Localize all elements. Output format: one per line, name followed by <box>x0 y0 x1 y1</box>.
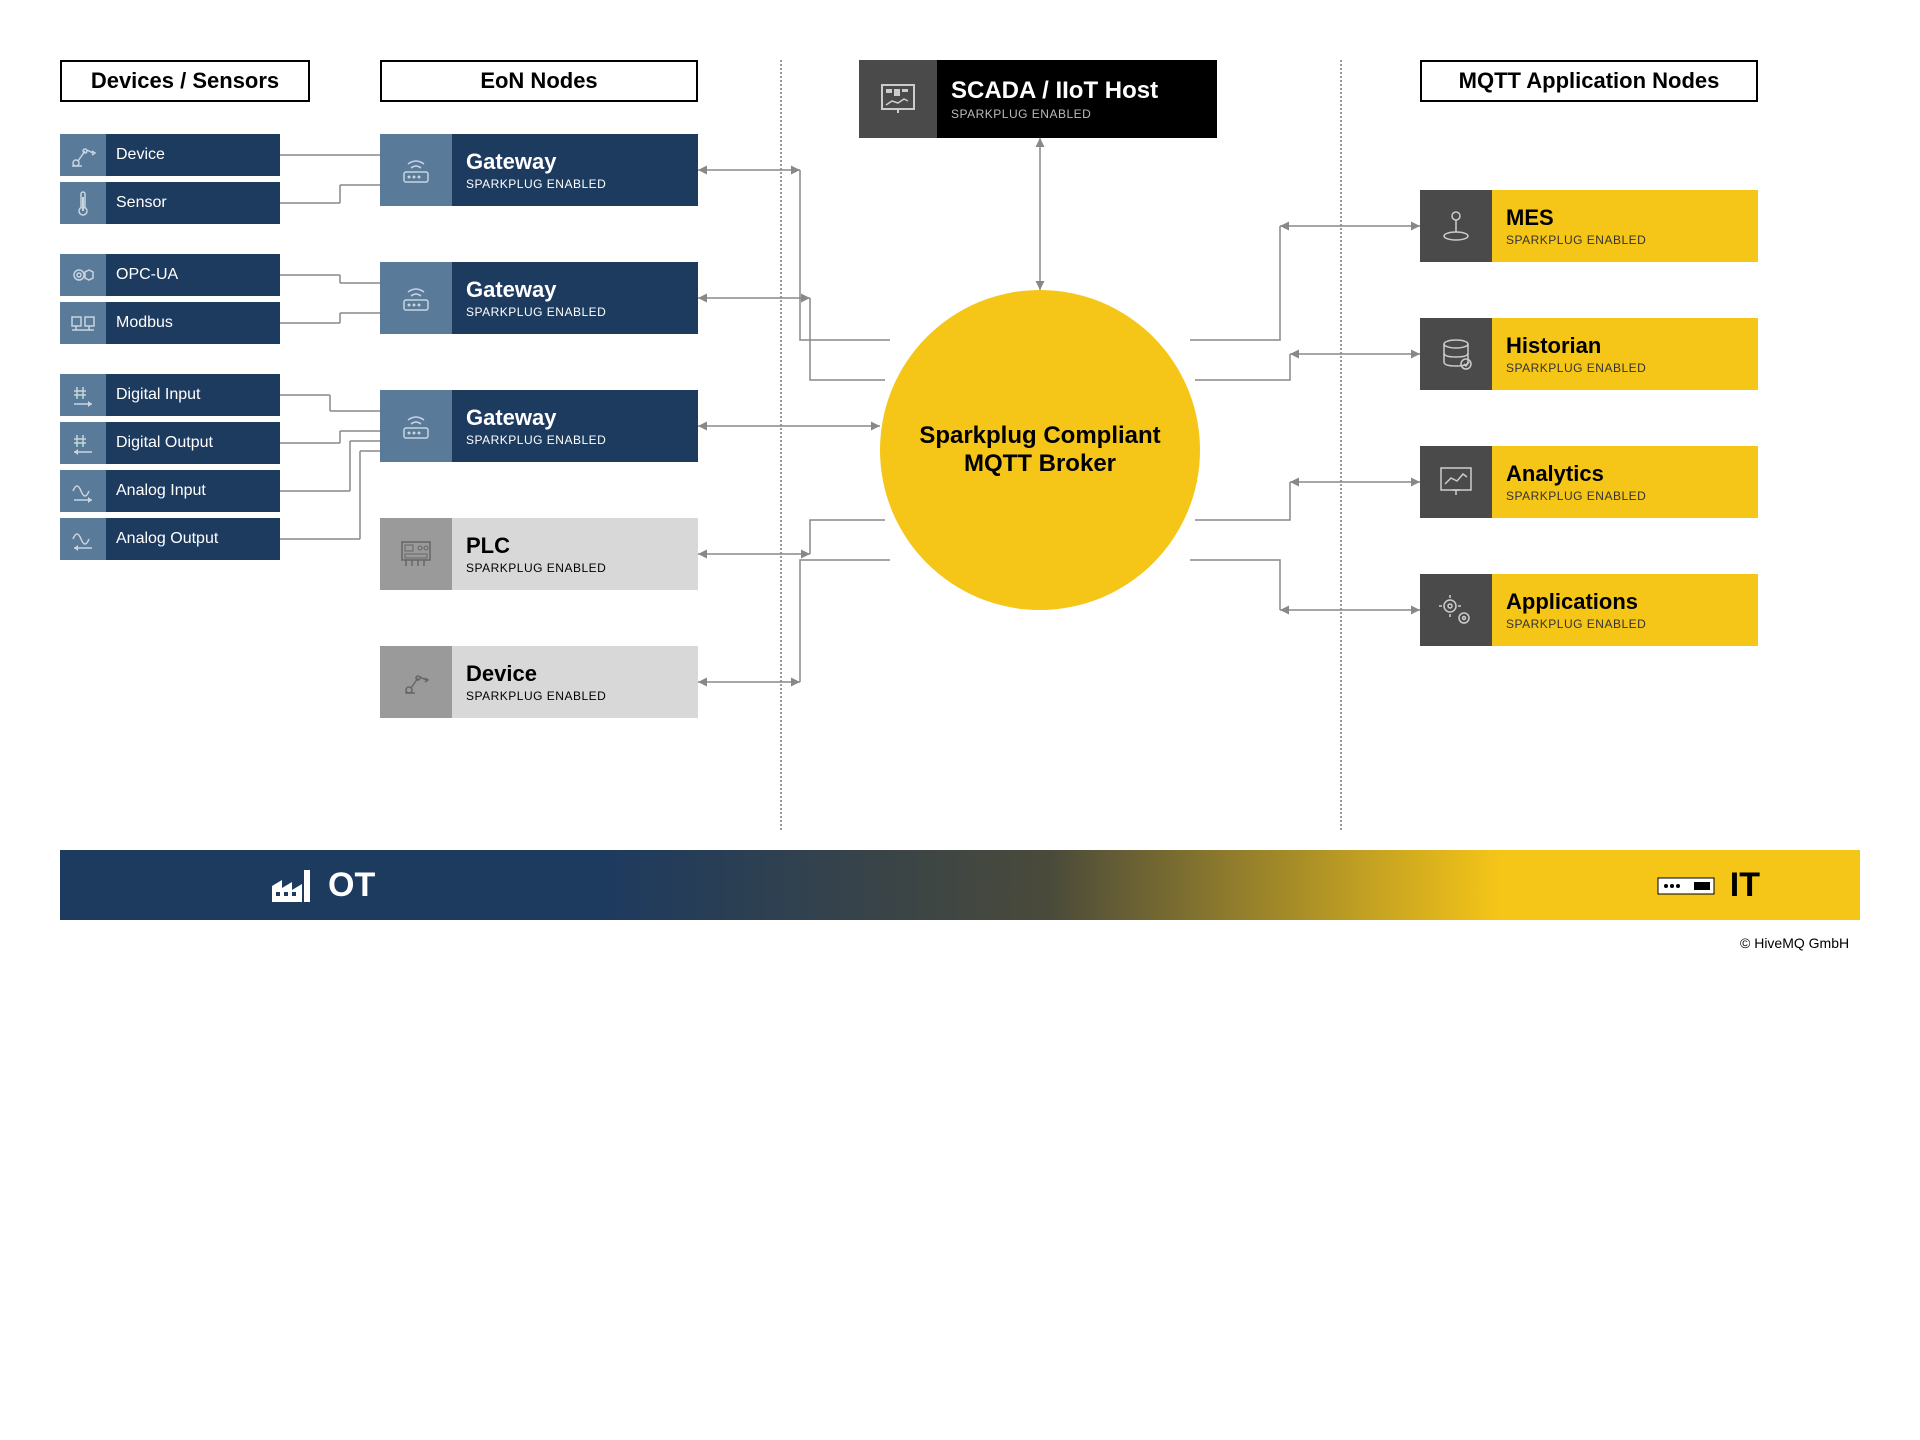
eon-node-3: PLC SPARKPLUG ENABLED <box>380 518 698 590</box>
scada-host: SCADA / IIoT Host SPARKPLUG ENABLED <box>859 60 1217 138</box>
device-label: Analog Input <box>106 470 280 512</box>
chart-icon <box>1420 446 1492 518</box>
hash-out-icon <box>60 422 106 464</box>
eon-subtitle: SPARKPLUG ENABLED <box>466 177 698 191</box>
eon-title: Gateway <box>466 405 698 431</box>
router-icon <box>380 134 452 206</box>
header-apps: MQTT Application Nodes <box>1420 60 1758 102</box>
copyright: © HiveMQ GmbH <box>1740 935 1849 951</box>
app-subtitle: SPARKPLUG ENABLED <box>1506 361 1758 375</box>
app-subtitle: SPARKPLUG ENABLED <box>1506 617 1758 631</box>
device-modbus: Modbus <box>60 302 280 344</box>
eon-subtitle: SPARKPLUG ENABLED <box>466 433 698 447</box>
device-label: Sensor <box>106 182 280 224</box>
app-title: Applications <box>1506 589 1758 615</box>
device-sensor: Sensor <box>60 182 280 224</box>
device-analog-output: Analog Output <box>60 518 280 560</box>
thermometer-icon <box>60 182 106 224</box>
app-node-mes: MES SPARKPLUG ENABLED <box>1420 190 1758 262</box>
mqtt-broker: Sparkplug Compliant MQTT Broker <box>880 290 1200 610</box>
wave-out-icon <box>60 518 106 560</box>
scada-title: SCADA / IIoT Host <box>951 77 1217 105</box>
divider-2 <box>1340 60 1342 830</box>
eon-subtitle: SPARKPLUG ENABLED <box>466 561 698 575</box>
app-title: Analytics <box>1506 461 1758 487</box>
database-icon <box>1420 318 1492 390</box>
broker-line1: Sparkplug Compliant <box>919 422 1160 450</box>
device-analog-input: Analog Input <box>60 470 280 512</box>
device-label: Analog Output <box>106 518 280 560</box>
eon-title: Device <box>466 661 698 687</box>
eon-title: Gateway <box>466 277 698 303</box>
robot-arm-icon <box>60 134 106 176</box>
divider-1 <box>780 60 782 830</box>
header-devices: Devices / Sensors <box>60 60 310 102</box>
plc-icon <box>380 518 452 590</box>
eon-title: Gateway <box>466 149 698 175</box>
gears-icon <box>1420 574 1492 646</box>
device-label: Modbus <box>106 302 280 344</box>
header-eon: EoN Nodes <box>380 60 698 102</box>
eon-subtitle: SPARKPLUG ENABLED <box>466 305 698 319</box>
sparkplug-architecture-diagram: Devices / Sensors EoN Nodes MQTT Applica… <box>40 40 1880 1040</box>
app-subtitle: SPARKPLUG ENABLED <box>1506 233 1758 247</box>
app-node-historian: Historian SPARKPLUG ENABLED <box>1420 318 1758 390</box>
app-node-applications: Applications SPARKPLUG ENABLED <box>1420 574 1758 646</box>
app-node-analytics: Analytics SPARKPLUG ENABLED <box>1420 446 1758 518</box>
factory-icon <box>270 866 314 904</box>
it-label: IT <box>1730 866 1760 905</box>
dashboard-icon <box>859 60 937 138</box>
eon-title: PLC <box>466 533 698 559</box>
hash-in-icon <box>60 374 106 416</box>
bus-icon <box>60 302 106 344</box>
broker-line2: MQTT Broker <box>964 450 1116 478</box>
router-icon <box>380 390 452 462</box>
device-opc-ua: OPC-UA <box>60 254 280 296</box>
eon-node-1: Gateway SPARKPLUG ENABLED <box>380 262 698 334</box>
scada-subtitle: SPARKPLUG ENABLED <box>951 107 1217 121</box>
server-icon <box>1656 870 1716 900</box>
device-label: OPC-UA <box>106 254 280 296</box>
joystick-icon <box>1420 190 1492 262</box>
device-label: Digital Output <box>106 422 280 464</box>
wave-in-icon <box>60 470 106 512</box>
eon-node-4: Device SPARKPLUG ENABLED <box>380 646 698 718</box>
app-title: MES <box>1506 205 1758 231</box>
app-subtitle: SPARKPLUG ENABLED <box>1506 489 1758 503</box>
router-icon <box>380 262 452 334</box>
device-digital-input: Digital Input <box>60 374 280 416</box>
app-title: Historian <box>1506 333 1758 359</box>
ot-label: OT <box>328 866 375 905</box>
device-label: Device <box>106 134 280 176</box>
ot-it-bar: OT IT <box>60 850 1860 920</box>
eon-node-2: Gateway SPARKPLUG ENABLED <box>380 390 698 462</box>
robot-arm-icon <box>380 646 452 718</box>
device-digital-output: Digital Output <box>60 422 280 464</box>
eon-node-0: Gateway SPARKPLUG ENABLED <box>380 134 698 206</box>
device-label: Digital Input <box>106 374 280 416</box>
eon-subtitle: SPARKPLUG ENABLED <box>466 689 698 703</box>
gear-hex-icon <box>60 254 106 296</box>
device-device: Device <box>60 134 280 176</box>
